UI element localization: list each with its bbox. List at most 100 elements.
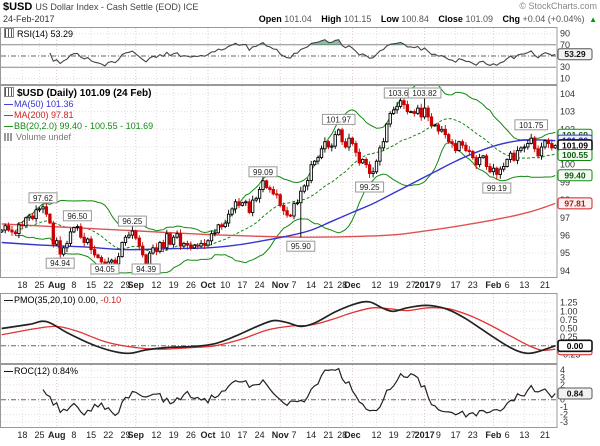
svg-text:103.62: 103.62 xyxy=(388,89,413,98)
svg-text:21: 21 xyxy=(540,430,550,440)
svg-text:0.84: 0.84 xyxy=(567,388,584,398)
candlestick-chart-icon xyxy=(4,87,14,97)
bb-lower-band xyxy=(15,142,556,275)
svg-text:6: 6 xyxy=(505,280,510,290)
svg-text:12: 12 xyxy=(151,430,161,440)
svg-text:21: 21 xyxy=(323,430,333,440)
svg-text:10: 10 xyxy=(560,73,570,83)
svg-text:95: 95 xyxy=(560,248,570,258)
roc-legend: —ROC(12) 0.84% xyxy=(4,366,78,377)
pivot-annotations: 97.62 96.50 94.94 94.05 96.25 94.39 99.09 95.90… xyxy=(28,87,549,275)
svg-text:17: 17 xyxy=(237,280,247,290)
bb-legend: BB(20,2.0) 99.40 - 100.55 - 101.69 xyxy=(14,121,154,131)
svg-text:2: 2 xyxy=(560,380,565,390)
svg-text:2017: 2017 xyxy=(415,430,435,440)
svg-text:6: 6 xyxy=(505,430,510,440)
svg-text:27: 27 xyxy=(406,430,416,440)
svg-text:9: 9 xyxy=(436,430,441,440)
svg-text:10: 10 xyxy=(220,280,230,290)
svg-text:12: 12 xyxy=(371,280,381,290)
low-value: 100.84 xyxy=(401,14,429,24)
svg-text:23: 23 xyxy=(468,280,478,290)
svg-text:99.09: 99.09 xyxy=(253,168,274,177)
svg-text:101.09: 101.09 xyxy=(562,140,588,150)
svg-text:1.00: 1.00 xyxy=(560,306,578,316)
svg-text:-2: -2 xyxy=(560,409,568,419)
main-legend-title: $USD (Daily) 101.09 (24 Feb) xyxy=(17,88,152,99)
svg-text:14: 14 xyxy=(306,430,316,440)
svg-text:101.75: 101.75 xyxy=(519,121,544,130)
candles-layer xyxy=(0,97,557,274)
svg-text:99.19: 99.19 xyxy=(487,184,508,193)
svg-text:53.29: 53.29 xyxy=(564,49,586,59)
svg-text:19: 19 xyxy=(169,280,179,290)
svg-text:19: 19 xyxy=(169,430,179,440)
svg-text:Sep: Sep xyxy=(128,430,145,440)
svg-text:Nov: Nov xyxy=(272,430,289,440)
svg-text:99.25: 99.25 xyxy=(360,183,381,192)
svg-text:28: 28 xyxy=(337,280,347,290)
svg-text:25: 25 xyxy=(35,280,45,290)
svg-text:26: 26 xyxy=(186,280,196,290)
svg-text:Sep: Sep xyxy=(128,280,145,290)
price-panel-chart: 97.62 96.50 94.94 94.05 96.25 94.39 99.09 95.90… xyxy=(0,85,593,278)
svg-text:70: 70 xyxy=(560,40,570,50)
pmo-legend: —PMO(35,20,10) 0.00, -0.10 xyxy=(4,295,121,306)
ohlc-quote: Open 101.04 High 101.15 Low 100.84 Close… xyxy=(252,14,597,24)
rsi-legend-value: 53.29 xyxy=(50,29,74,39)
low-label: Low xyxy=(380,14,399,24)
svg-text:15: 15 xyxy=(86,430,96,440)
svg-text:Nov: Nov xyxy=(272,280,289,290)
svg-text:-3: -3 xyxy=(560,417,568,427)
svg-text:Feb: Feb xyxy=(485,430,502,440)
volume-histogram-icon xyxy=(4,133,13,141)
svg-text:27: 27 xyxy=(406,280,416,290)
open-label: Open xyxy=(258,14,282,24)
svg-text:Feb: Feb xyxy=(485,280,502,290)
chg-label: Chg xyxy=(502,14,521,24)
roc-value: 0.84% xyxy=(52,366,79,376)
svg-text:19: 19 xyxy=(389,430,399,440)
ma50-color-swatch: — xyxy=(4,99,13,109)
chg-value: +0.04 (+0.04%) xyxy=(522,14,585,24)
svg-text:90: 90 xyxy=(560,29,570,39)
ma50-line xyxy=(1,139,556,251)
svg-text:14: 14 xyxy=(306,280,316,290)
svg-text:2017: 2017 xyxy=(415,280,435,290)
ma200-line xyxy=(1,202,556,238)
symbol: $USD xyxy=(3,1,33,13)
bb-upper-band xyxy=(15,85,556,234)
svg-text:100: 100 xyxy=(560,160,575,170)
chart-header: $USD US Dollar Index - Cash Settle (EOD) … xyxy=(3,1,597,13)
indicator-icon xyxy=(4,28,14,38)
svg-text:7: 7 xyxy=(291,280,296,290)
svg-text:96.25: 96.25 xyxy=(122,217,143,226)
pmo-legend-label: PMO(35,20,10) xyxy=(14,295,76,305)
svg-text:18: 18 xyxy=(17,430,27,440)
svg-text:95.90: 95.90 xyxy=(291,242,312,251)
svg-text:22: 22 xyxy=(103,280,113,290)
svg-text:Aug: Aug xyxy=(48,430,66,440)
svg-text:7: 7 xyxy=(291,430,296,440)
roc-legend-label: ROC(12) xyxy=(14,366,51,376)
pmo-line xyxy=(1,300,556,355)
roc-panel-chart: 43210-1-2-30.84 xyxy=(0,364,593,428)
svg-text:12: 12 xyxy=(371,430,381,440)
svg-text:Dec: Dec xyxy=(344,280,361,290)
svg-text:8: 8 xyxy=(71,280,76,290)
svg-text:13: 13 xyxy=(519,430,529,440)
svg-text:0.25: 0.25 xyxy=(560,332,578,342)
close-value: 101.09 xyxy=(465,14,493,24)
chart-subheader: 24-Feb-2017 Open 101.04 High 101.15 Low … xyxy=(3,14,597,26)
svg-text:Dec: Dec xyxy=(344,430,361,440)
volume-legend: Volume undef xyxy=(16,132,72,142)
open-value: 101.04 xyxy=(284,14,312,24)
high-value: 101.15 xyxy=(343,14,372,24)
svg-text:100.55: 100.55 xyxy=(562,150,588,160)
svg-text:94.39: 94.39 xyxy=(136,265,157,274)
svg-text:104: 104 xyxy=(560,89,575,99)
rsi-legend-label: RSI(14) xyxy=(17,29,49,39)
svg-text:94: 94 xyxy=(560,266,570,276)
